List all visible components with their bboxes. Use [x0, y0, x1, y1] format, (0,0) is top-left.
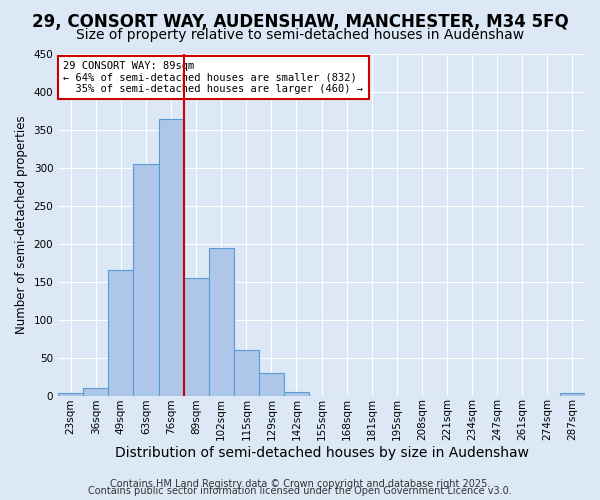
Bar: [184, 278, 209, 396]
Y-axis label: Number of semi-detached properties: Number of semi-detached properties: [15, 116, 28, 334]
Bar: [560, 394, 585, 396]
Bar: [209, 248, 234, 396]
Text: 29, CONSORT WAY, AUDENSHAW, MANCHESTER, M34 5FQ: 29, CONSORT WAY, AUDENSHAW, MANCHESTER, …: [32, 12, 568, 30]
Text: Contains public sector information licensed under the Open Government Licence v3: Contains public sector information licen…: [88, 486, 512, 496]
Bar: [58, 394, 83, 396]
X-axis label: Distribution of semi-detached houses by size in Audenshaw: Distribution of semi-detached houses by …: [115, 446, 529, 460]
Bar: [133, 164, 158, 396]
Text: Contains HM Land Registry data © Crown copyright and database right 2025.: Contains HM Land Registry data © Crown c…: [110, 479, 490, 489]
Bar: [259, 373, 284, 396]
Text: Size of property relative to semi-detached houses in Audenshaw: Size of property relative to semi-detach…: [76, 28, 524, 42]
Text: 29 CONSORT WAY: 89sqm
← 64% of semi-detached houses are smaller (832)
  35% of s: 29 CONSORT WAY: 89sqm ← 64% of semi-deta…: [64, 61, 364, 94]
Bar: [158, 118, 184, 396]
Bar: [284, 392, 309, 396]
Bar: [234, 350, 259, 396]
Bar: [109, 270, 133, 396]
Bar: [83, 388, 109, 396]
